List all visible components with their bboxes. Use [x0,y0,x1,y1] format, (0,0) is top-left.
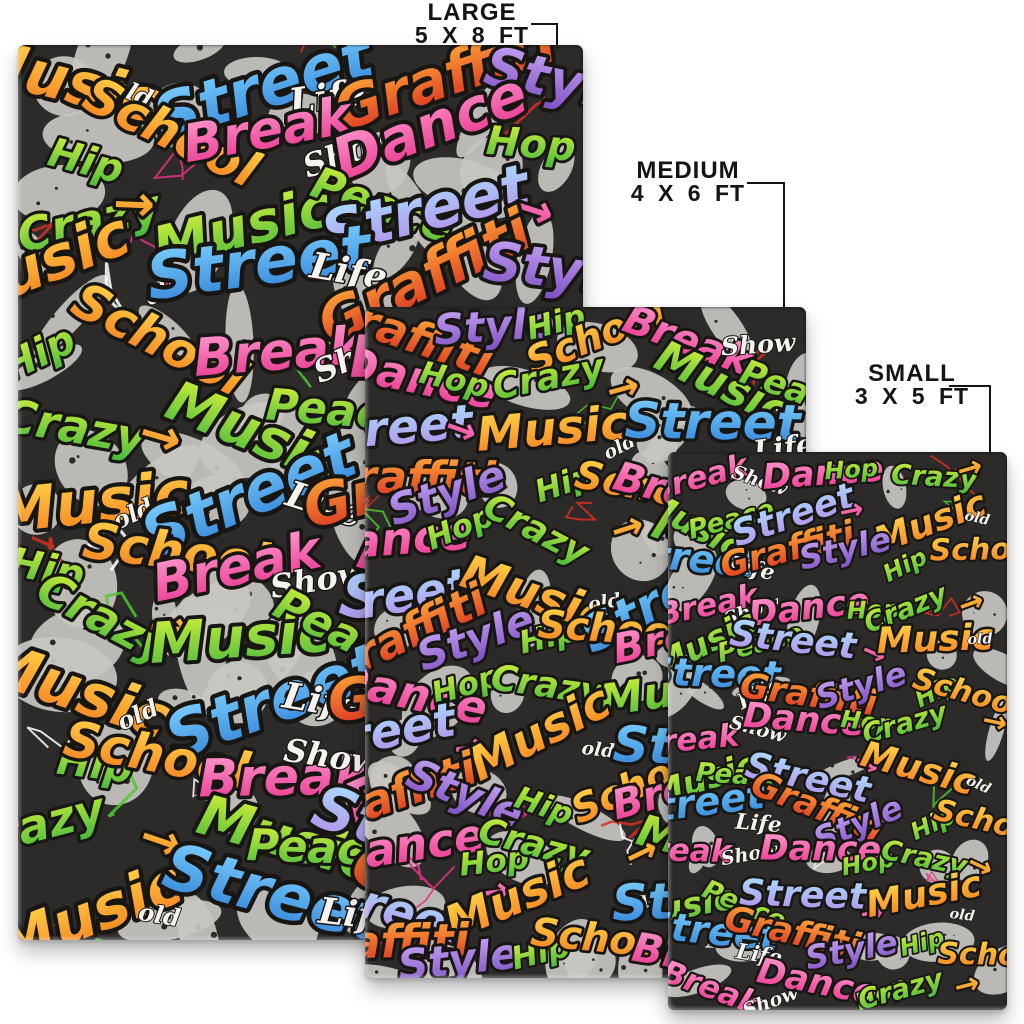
svg-text:Graffiti: Graffiti [365,913,471,970]
svg-text:→: → [601,672,635,718]
svg-text:→: → [112,174,156,234]
leader-line-small-vertical [989,385,991,454]
svg-text:Show: Show [720,328,798,362]
leader-line-large-vertical [556,23,558,49]
svg-text:old: old [963,507,991,529]
svg-text:old: old [136,897,182,933]
svg-text:Street: Street [624,391,803,452]
rug-preview-small: Break Show Dance Hop Crazy → Music Peace Street →… [668,452,1007,1010]
leader-line-medium-horizontal [747,182,785,184]
svg-text:Hop: Hop [846,595,901,625]
size-name-medium: MEDIUM [636,157,740,184]
leader-line-large-horizontal [531,23,558,25]
svg-text:old: old [967,630,993,648]
svg-text:old: old [949,905,976,925]
size-dimensions-medium: 4 X 6 FT [630,180,746,206]
svg-text:→: → [452,560,486,606]
svg-text:Street: Street [668,649,783,698]
size-label-small: SMALL 3 X 5 FT [842,360,982,409]
svg-text:Hop: Hop [484,118,577,171]
svg-text:Life: Life [733,809,782,838]
size-label-large: LARGE 5 X 8 FT [402,0,542,48]
size-dimensions-small: 3 X 5 FT [854,383,970,409]
svg-text:Peace: Peace [695,757,785,794]
size-label-medium: MEDIUM 4 X 6 FT [618,157,758,206]
svg-text:Graffiti: Graffiti [365,449,498,505]
svg-text:Break: Break [668,831,734,870]
svg-text:→: → [979,702,1007,741]
svg-text:Style: Style [802,923,900,978]
svg-text:old: old [581,737,616,763]
size-dimensions-large: 5 X 8 FT [414,22,530,48]
svg-text:Crazy: Crazy [890,458,979,496]
svg-text:Hop: Hop [823,454,878,485]
leader-line-medium-vertical [783,182,785,309]
size-name-small: SMALL [868,360,956,387]
svg-text:Street: Street [738,872,868,917]
svg-text:Music: Music [876,617,994,662]
leader-line-small-horizontal [949,385,991,387]
svg-text:Music: Music [147,600,332,677]
size-name-large: LARGE [427,0,517,26]
svg-text:School: School [929,531,1007,568]
svg-text:old: old [587,589,622,615]
svg-text:School: School [937,936,1007,973]
svg-text:Break: Break [198,746,373,809]
svg-text:Dance: Dance [760,828,882,870]
